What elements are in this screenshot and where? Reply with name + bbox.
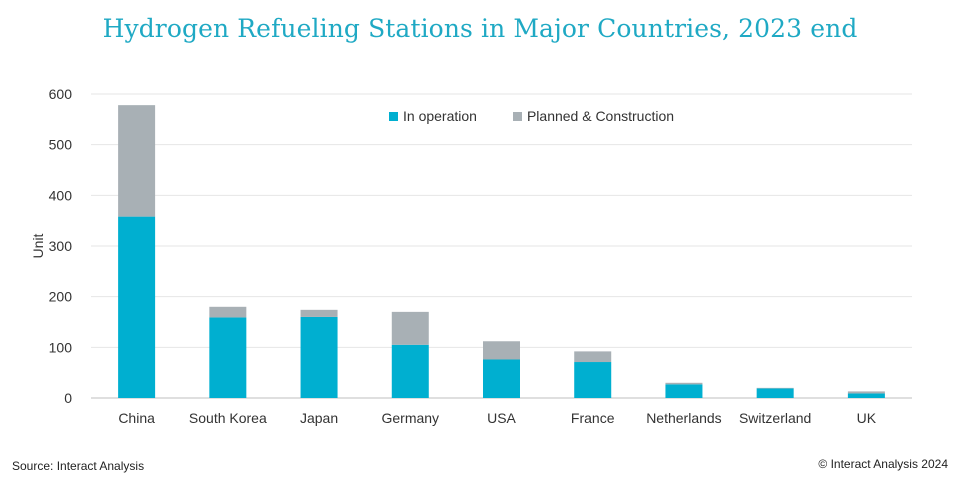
y-tick-label: 0 — [64, 390, 72, 406]
legend-swatch-planned — [512, 111, 522, 121]
bar-planned — [209, 306, 247, 318]
y-tick-label: 600 — [49, 86, 73, 102]
bar-in-operation — [574, 362, 612, 398]
y-axis-title: Unit — [30, 233, 46, 258]
source-note: Source: Interact Analysis — [12, 459, 145, 473]
bar-in-operation — [300, 316, 338, 398]
bar-in-operation — [209, 317, 247, 398]
bar-in-operation — [665, 384, 703, 398]
bar-planned — [665, 382, 703, 385]
y-tick-label: 500 — [49, 137, 73, 153]
y-tick-label: 400 — [49, 187, 73, 203]
bar-in-operation — [847, 393, 885, 398]
bar-in-operation — [118, 216, 156, 398]
x-tick-label: France — [571, 410, 615, 426]
bar-planned — [300, 309, 338, 317]
bar-in-operation — [391, 344, 429, 398]
legend-label-in-operation: In operation — [403, 108, 477, 124]
legend-item-planned: Planned & Construction — [512, 108, 675, 124]
copyright-note: © Interact Analysis 2024 — [818, 457, 948, 471]
legend: In operation Planned & Construction — [389, 108, 710, 124]
y-tick-label: 300 — [49, 238, 73, 254]
x-tick-label: South Korea — [189, 410, 267, 426]
x-tick-label: Germany — [381, 410, 439, 426]
bar-planned — [847, 391, 885, 394]
x-tick-label: UK — [857, 410, 877, 426]
legend-swatch-in-operation — [389, 111, 398, 121]
bar-in-operation — [483, 359, 520, 398]
x-tick-label: China — [118, 410, 155, 426]
bar-planned — [391, 311, 429, 345]
bar-planned — [483, 341, 520, 360]
bar-in-operation — [756, 388, 794, 398]
x-tick-label: Japan — [300, 410, 338, 426]
bar-planned — [756, 387, 794, 389]
bar-planned — [574, 351, 612, 363]
x-tick-label: Switzerland — [739, 410, 811, 426]
legend-label-planned: Planned & Construction — [526, 108, 675, 124]
legend-item-in-operation: In operation — [389, 108, 477, 124]
chart-title: Hydrogen Refueling Stations in Major Cou… — [102, 14, 858, 43]
y-tick-label: 100 — [49, 339, 73, 355]
bar-planned — [118, 105, 156, 217]
x-tick-label: Netherlands — [646, 410, 722, 426]
x-tick-label: USA — [487, 410, 516, 426]
y-tick-label: 200 — [49, 289, 73, 305]
